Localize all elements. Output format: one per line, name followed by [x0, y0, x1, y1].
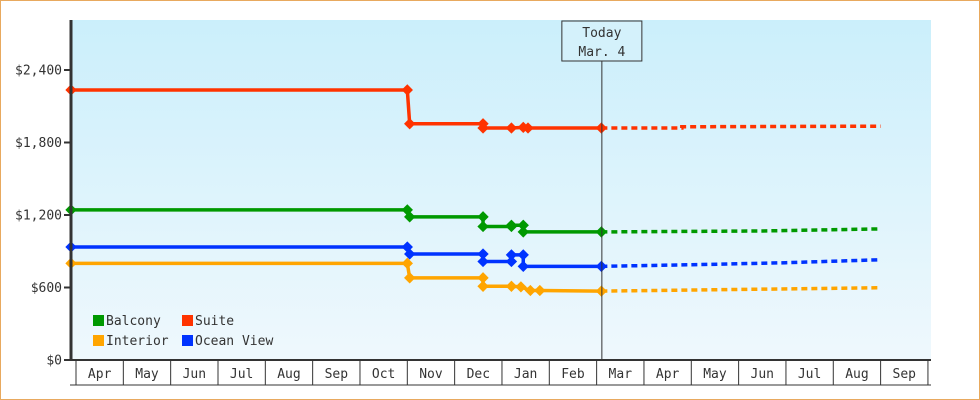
y-tick-label: $1,200	[15, 209, 62, 224]
today-date: Mar. 4	[578, 45, 625, 60]
forecast-line	[601, 227, 881, 234]
data-point-marker[interactable]	[477, 280, 489, 292]
x-tick-label: Aug	[845, 367, 868, 382]
x-tick-label: Jun	[751, 367, 774, 382]
y-tick-label: $1,800	[15, 136, 62, 151]
data-point-marker[interactable]	[505, 255, 518, 268]
data-point-marker[interactable]	[505, 280, 518, 292]
data-point-marker[interactable]	[404, 211, 416, 223]
x-tick-label: Nov	[419, 367, 443, 382]
data-point-marker[interactable]	[477, 220, 489, 233]
data-point-marker[interactable]	[517, 249, 529, 261]
y-tick-label: $2,400	[15, 64, 62, 79]
x-tick-label: Jul	[230, 367, 253, 382]
data-point-marker[interactable]	[477, 248, 489, 260]
forecast-line	[601, 257, 881, 269]
x-tick-label: Apr	[656, 367, 680, 382]
x-tick-label: Sep	[893, 367, 917, 382]
legend-item-ocean-view[interactable]: Ocean View	[182, 334, 273, 349]
series-ocean-view	[65, 241, 881, 273]
x-tick-label: Apr	[88, 367, 112, 382]
data-point-marker[interactable]	[515, 281, 527, 293]
data-point-marker[interactable]	[404, 272, 416, 284]
plot-area	[71, 20, 931, 360]
legend-swatch	[93, 335, 104, 346]
series-balcony	[65, 204, 881, 238]
x-tick-label: Aug	[277, 367, 300, 382]
today-marker: Today Mar. 4	[561, 20, 643, 360]
legend: Balcony Suite Interior Ocean View	[93, 314, 273, 349]
data-point-marker[interactable]	[517, 226, 529, 238]
forecast-line	[601, 124, 881, 130]
x-tick-label: Dec	[467, 367, 490, 382]
x-tick-label: Jun	[183, 367, 206, 382]
data-point-marker[interactable]	[517, 260, 529, 273]
y-axis: $0 $600 $1,200 $1,800 $2,400	[15, 20, 73, 369]
data-point-marker[interactable]	[505, 249, 518, 261]
legend-item-suite[interactable]: Suite	[182, 314, 234, 329]
series-layer	[65, 84, 881, 297]
x-tick-label: Sep	[325, 367, 349, 382]
today-label: Today	[582, 26, 621, 41]
data-point-marker[interactable]	[505, 219, 518, 231]
data-point-marker[interactable]	[477, 272, 489, 284]
legend-item-balcony[interactable]: Balcony	[93, 314, 161, 329]
x-axis: Apr May Jun Jul Aug Sep Oct Nov Dec Jan Feb Mar Apr M…	[69, 359, 931, 386]
legend-swatch	[182, 315, 193, 326]
data-point-marker[interactable]	[505, 122, 518, 134]
series-suite	[65, 84, 881, 134]
legend-swatch	[93, 315, 104, 326]
legend-label: Suite	[195, 314, 234, 329]
x-tick-label: Oct	[372, 367, 395, 382]
forecast-line	[601, 285, 881, 293]
x-tick-label: Feb	[561, 367, 585, 382]
y-tick-label: $600	[31, 281, 62, 296]
x-tick-label: Jan	[514, 367, 537, 382]
data-point-marker[interactable]	[517, 219, 529, 231]
legend-label: Balcony	[106, 314, 161, 329]
data-point-marker[interactable]	[404, 248, 416, 260]
y-tick-label: $0	[46, 354, 62, 369]
data-point-marker[interactable]	[477, 255, 489, 268]
x-tick-label: Mar	[609, 367, 633, 382]
legend-label: Ocean View	[195, 334, 273, 349]
data-point-marker[interactable]	[401, 257, 413, 269]
today-label-box	[561, 20, 643, 62]
x-tick-label: May	[703, 367, 727, 382]
x-tick-label: May	[135, 367, 159, 382]
data-point-marker[interactable]	[524, 284, 537, 297]
legend-item-interior[interactable]: Interior	[93, 334, 169, 349]
x-tick-label: Jul	[798, 367, 821, 382]
data-point-marker[interactable]	[477, 211, 489, 223]
legend-label: Interior	[106, 334, 169, 349]
legend-swatch	[182, 335, 193, 346]
data-point-marker[interactable]	[534, 284, 546, 297]
